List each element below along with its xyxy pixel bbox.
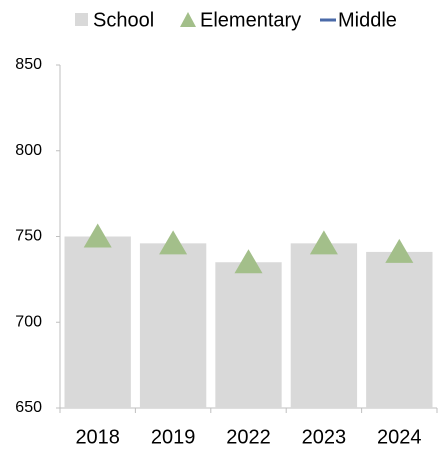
legend-swatch — [75, 13, 88, 26]
y-tick-label: 650 — [15, 399, 42, 416]
bar — [215, 262, 282, 408]
y-tick-label: 700 — [15, 313, 42, 330]
y-tick-label: 800 — [15, 142, 42, 159]
x-tick-label: 2024 — [377, 426, 422, 448]
legend-label: Middle — [338, 9, 397, 31]
x-tick-label: 2023 — [302, 426, 347, 448]
marker — [234, 249, 263, 274]
marker — [385, 238, 414, 263]
bar — [139, 243, 207, 408]
x-tick-label: 2018 — [75, 426, 120, 448]
marker — [309, 230, 338, 255]
bar — [290, 243, 358, 408]
x-tick-label: 2019 — [151, 426, 196, 448]
y-tick-label: 750 — [15, 228, 42, 245]
marker — [159, 230, 188, 255]
bar — [366, 251, 433, 408]
x-tick-label: 2022 — [226, 426, 271, 448]
legend-label: School — [93, 9, 154, 31]
legend-swatch — [180, 12, 196, 27]
bar — [64, 236, 131, 408]
y-tick-label: 850 — [15, 56, 42, 73]
legend-label: Elementary — [200, 9, 301, 31]
marker — [83, 223, 112, 248]
